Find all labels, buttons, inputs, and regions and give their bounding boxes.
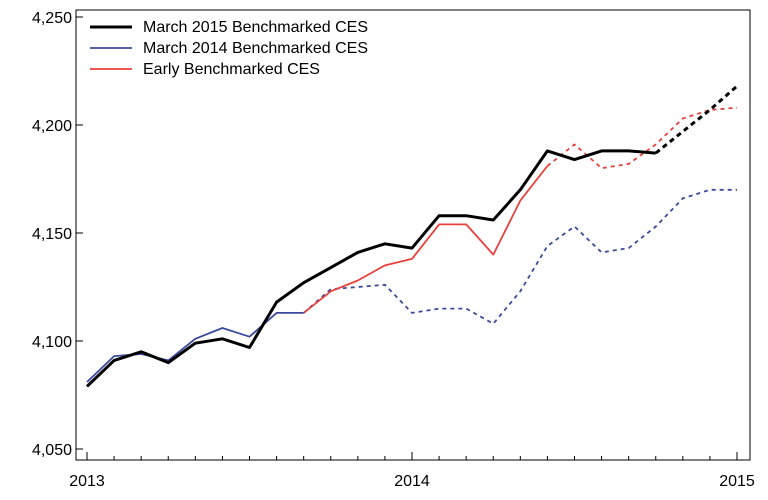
series-line-1-dashed bbox=[654, 84, 738, 155]
y-tick-label: 4,100 bbox=[32, 334, 72, 351]
series-line-1-solid bbox=[85, 149, 656, 388]
series-lines bbox=[85, 84, 738, 388]
plot-frame bbox=[75, 9, 751, 461]
axes: 4,050 4,100 4,150 4,200 4,250 2013 2014 2015 bbox=[32, 9, 755, 490]
series-line-3-dashed bbox=[546, 106, 738, 170]
y-tick-label: 4,250 bbox=[32, 10, 72, 27]
series-line-2-solid bbox=[86, 311, 304, 383]
x-tick-label: 2015 bbox=[719, 473, 755, 490]
x-tick-label: 2013 bbox=[69, 473, 105, 490]
legend: March 2015 Benchmarked CES March 2014 Ben… bbox=[90, 19, 368, 78]
series-line-3-solid bbox=[303, 165, 549, 314]
legend-label: March 2014 Benchmarked CES bbox=[143, 40, 368, 57]
series-line-2-dashed bbox=[303, 188, 737, 325]
legend-label: March 2015 Benchmarked CES bbox=[143, 19, 368, 36]
legend-label: Early Benchmarked CES bbox=[143, 61, 320, 78]
y-tick-label: 4,150 bbox=[32, 226, 72, 243]
y-tick-label: 4,050 bbox=[32, 442, 72, 459]
y-tick-label: 4,200 bbox=[32, 118, 72, 135]
x-tick-label: 2014 bbox=[394, 473, 430, 490]
